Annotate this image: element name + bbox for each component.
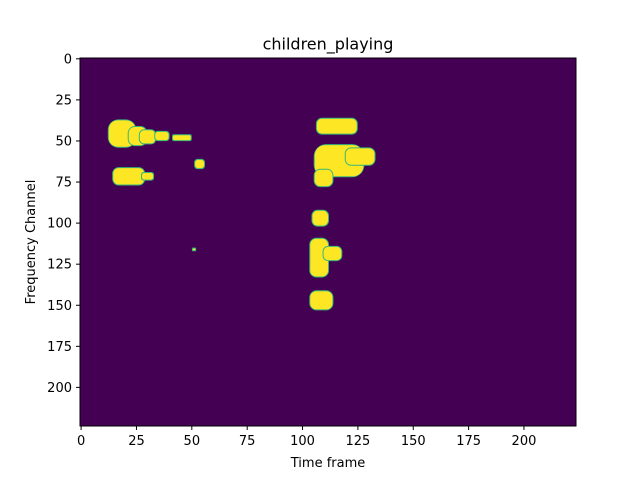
plot-frame [79, 57, 577, 427]
y-axis-label: Frequency Channel [24, 180, 39, 305]
heatmap-region-9 [316, 118, 357, 134]
y-tick-label: 175 [47, 340, 72, 355]
heatmap-region-6 [142, 173, 154, 180]
heatmap-region-5 [113, 168, 145, 185]
heatmap-region-3 [155, 131, 169, 141]
x-tick-label: 125 [345, 434, 370, 449]
x-tick-label: 150 [401, 434, 426, 449]
heatmap-image [80, 58, 576, 426]
y-tick-label: 50 [55, 134, 72, 149]
y-tick-label: 125 [47, 258, 72, 273]
heatmap-region-11 [345, 148, 375, 165]
y-tick-label: 75 [55, 176, 72, 191]
y-tick-label: 25 [55, 93, 72, 108]
heatmap-region-15 [323, 246, 342, 261]
heatmap-region-7 [195, 159, 204, 169]
heatmap-region-2 [139, 130, 156, 144]
chart-title: children_playing [263, 35, 394, 55]
x-tick-label: 200 [512, 434, 537, 449]
y-tick-label: 200 [47, 381, 72, 396]
x-tick-label: 25 [128, 434, 145, 449]
heatmap-region-13 [312, 210, 328, 226]
y-axis: 0 25 50 75 100 125 150 175 200 [47, 52, 80, 396]
x-tick-label: 50 [184, 434, 201, 449]
heatmap-region-4 [173, 135, 191, 141]
heatmap-region-12 [314, 169, 333, 187]
x-tick-label: 100 [290, 434, 315, 449]
x-axis: 0 25 50 75 100 125 150 175 200 [77, 426, 536, 449]
y-tick-label: 100 [47, 217, 72, 232]
heatmap-region-16 [310, 291, 333, 310]
y-tick-label: 0 [64, 52, 72, 67]
x-tick-label: 175 [456, 434, 481, 449]
heatmap-region-8 [192, 248, 196, 251]
x-axis-label: Time frame [290, 456, 366, 471]
y-tick-label: 150 [47, 299, 72, 314]
x-tick-label: 0 [77, 434, 85, 449]
x-tick-label: 75 [239, 434, 256, 449]
